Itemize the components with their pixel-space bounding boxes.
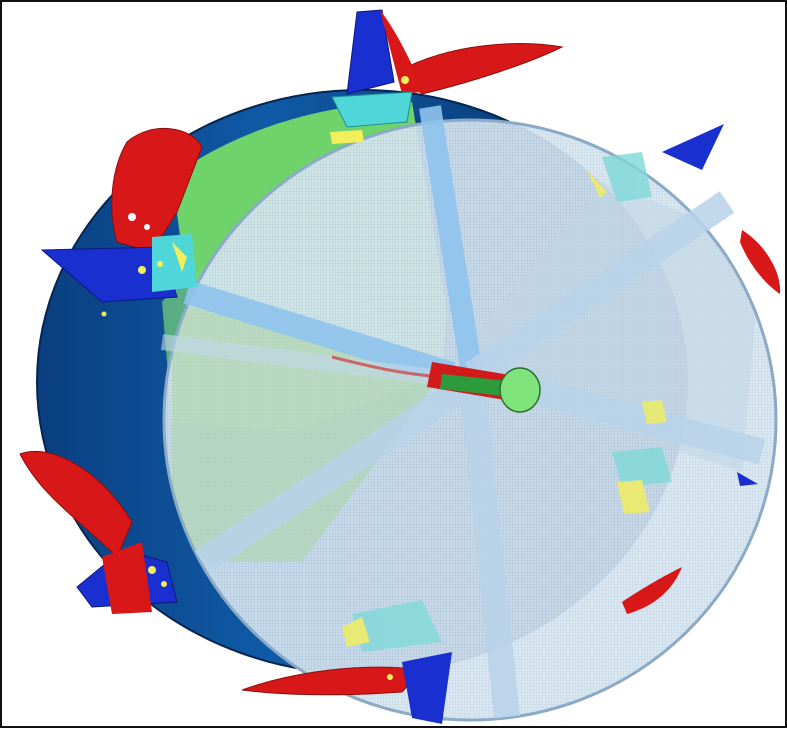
blade-top-right — [396, 43, 781, 294]
blade-bottom-left — [19, 450, 178, 614]
internal-brackets — [342, 152, 672, 652]
spokes — [160, 105, 766, 719]
blade-right — [622, 472, 758, 614]
blade-top — [330, 9, 422, 144]
central-shaft — [331, 355, 541, 413]
blade-left — [40, 234, 197, 317]
blade-bottom — [241, 652, 452, 724]
